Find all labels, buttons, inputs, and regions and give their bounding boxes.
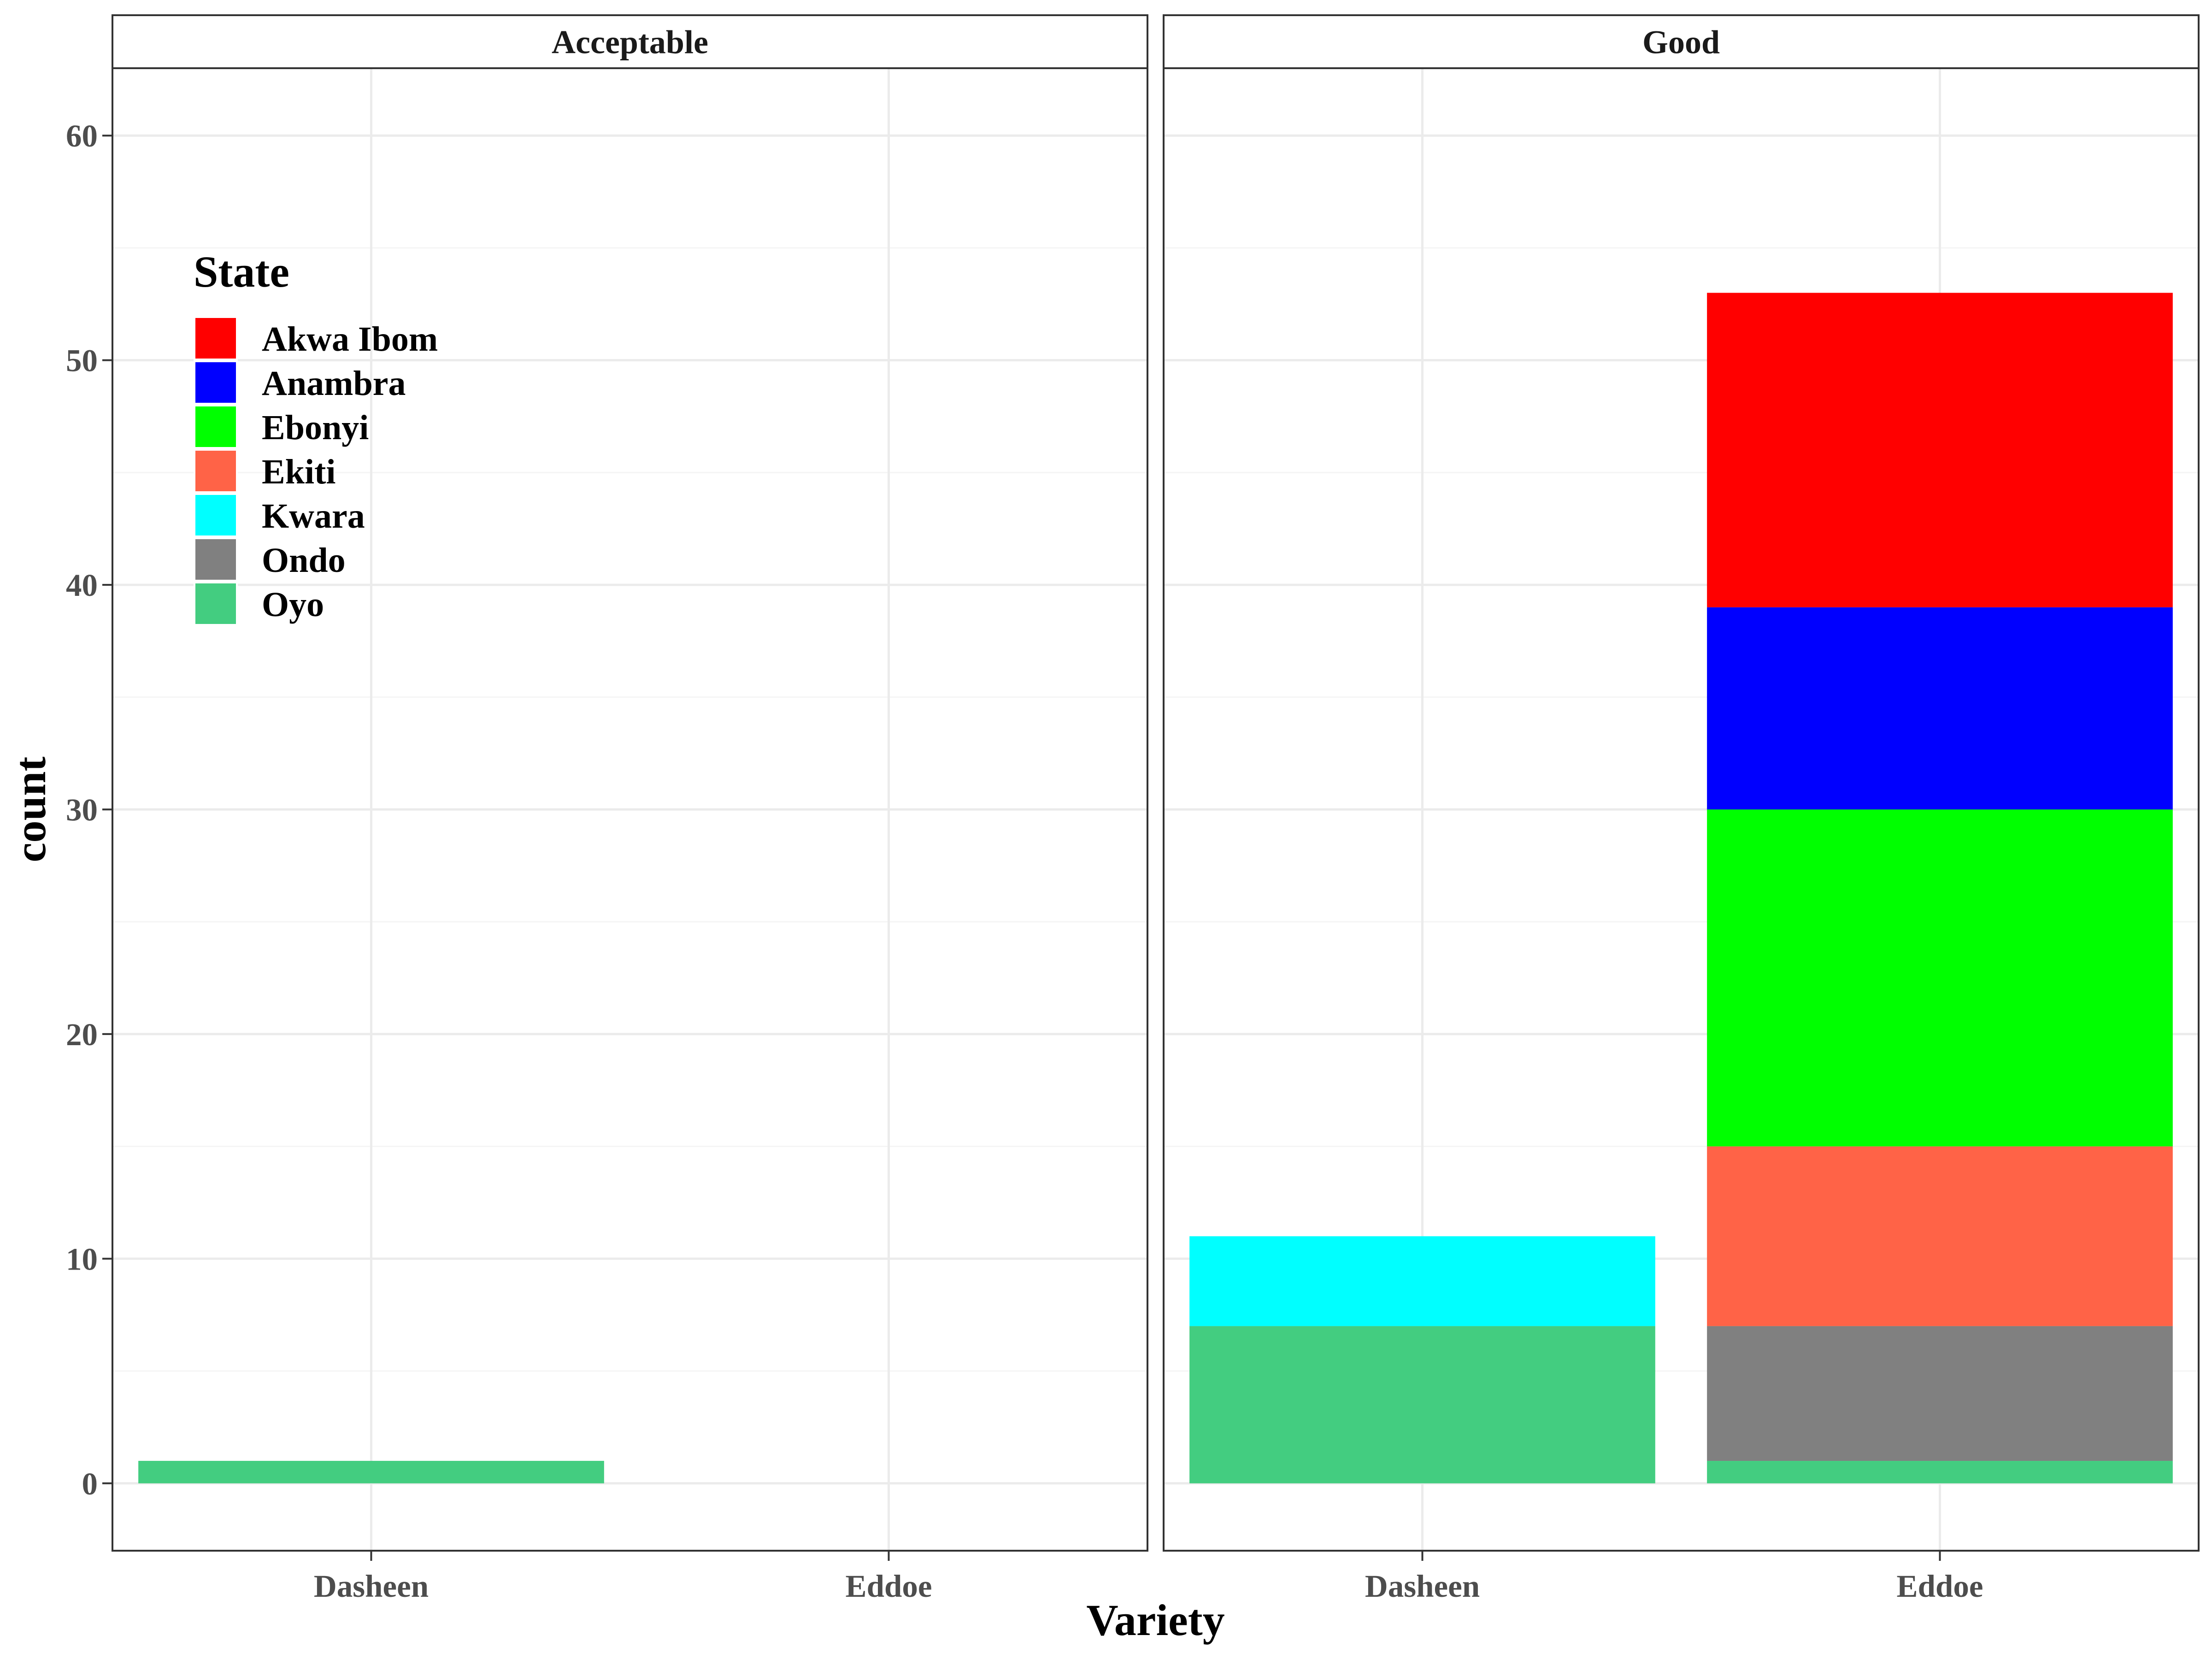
legend-title: State [194, 247, 289, 296]
legend-item: Ebonyi [194, 405, 369, 449]
bar-segment-ebonyi [1707, 809, 2173, 1147]
bar-segment-oyo [1707, 1461, 2173, 1483]
legend-key [194, 316, 238, 360]
y-tick-label: 30 [66, 793, 98, 828]
x-tick-label: Dasheen [1365, 1569, 1480, 1604]
y-tick-label: 50 [66, 343, 98, 378]
facet-strip-label: Good [1642, 24, 1720, 61]
legend-label: Ekiti [262, 453, 336, 491]
legend-key [194, 582, 238, 626]
facet-strip [1163, 14, 2200, 69]
y-tick-label: 0 [82, 1466, 98, 1501]
facet-panels: Acceptable Dasheen Eddoe Good Dasheen Eddoe [112, 14, 2200, 1604]
legend-item: Oyo [194, 582, 324, 626]
legend-label: Akwa Ibom [262, 320, 438, 359]
x-tick-label: Dasheen [314, 1569, 429, 1604]
bar-segment-oyo [1189, 1326, 1655, 1483]
legend-key [194, 360, 238, 405]
y-axis-title: count [6, 757, 55, 862]
x-tick-label: Eddoe [846, 1569, 932, 1604]
x-tick-label: Eddoe [1897, 1569, 1983, 1604]
bar-segment-anambra [1707, 607, 2173, 810]
legend-key [194, 405, 238, 449]
legend-item: Kwara [194, 493, 365, 537]
bar-segment-kwara [1189, 1236, 1655, 1326]
facet-strip [112, 14, 1148, 69]
legend-item: Ondo [194, 537, 346, 582]
facet-strip-label: Acceptable [552, 24, 708, 61]
y-tick-label: 40 [66, 568, 98, 603]
bar-segment-akwa-ibom [1707, 293, 2173, 607]
x-axis-title: Variety [1086, 1595, 1224, 1645]
legend-label: Oyo [262, 585, 324, 624]
legend-label: Kwara [262, 497, 365, 535]
legend-label: Anambra [262, 364, 406, 403]
legend-key [194, 493, 238, 537]
legend-item: Anambra [194, 360, 406, 405]
legend-key [194, 537, 238, 582]
bar-segment-oyo [138, 1461, 604, 1483]
y-tick-label: 10 [66, 1241, 98, 1277]
facet-panel-acceptable: Acceptable Dasheen Eddoe [112, 14, 1148, 1604]
facet-panel-good: Good Dasheen Eddoe [1163, 14, 2200, 1604]
y-tick-label: 60 [66, 118, 98, 153]
bar-segment-ondo [1707, 1326, 2173, 1461]
legend-label: Ebonyi [262, 408, 369, 447]
legend-item: Ekiti [194, 449, 336, 493]
legend-items: Akwa Ibom Anambra Ebonyi Ekiti Kwara Ondo Oyo [194, 316, 438, 626]
legend-key [194, 449, 238, 493]
legend: State Akwa Ibom Anambra Ebonyi Ekiti Kwara On… [194, 247, 438, 626]
y-tick-label: 20 [66, 1017, 98, 1052]
bar-segment-ekiti [1707, 1146, 2173, 1326]
y-axis-ticks: 0 10 20 30 40 50 60 [66, 118, 112, 1501]
legend-item: Akwa Ibom [194, 316, 438, 360]
legend-label: Ondo [262, 541, 346, 580]
